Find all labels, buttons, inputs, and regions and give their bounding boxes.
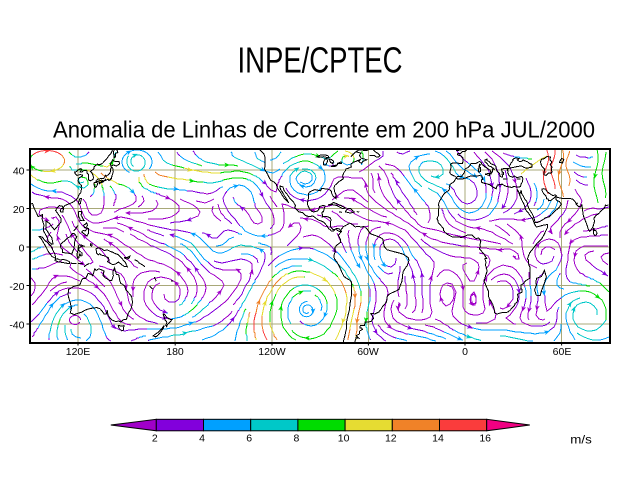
svg-text:0: 0 bbox=[462, 346, 468, 358]
svg-text:2: 2 bbox=[152, 433, 158, 445]
svg-text:120W: 120W bbox=[258, 346, 286, 358]
svg-text:12: 12 bbox=[385, 433, 397, 445]
svg-text:m/s: m/s bbox=[570, 433, 592, 447]
svg-text:40: 40 bbox=[13, 165, 25, 177]
svg-text:-20: -20 bbox=[9, 281, 24, 293]
svg-text:4: 4 bbox=[199, 433, 205, 445]
svg-text:120E: 120E bbox=[66, 346, 91, 358]
svg-text:-40: -40 bbox=[9, 319, 24, 331]
svg-text:Anomalia de Linhas de Corrente: Anomalia de Linhas de Corrente em 200 hP… bbox=[53, 117, 595, 143]
svg-text:0: 0 bbox=[19, 242, 25, 254]
svg-text:180: 180 bbox=[166, 346, 184, 358]
svg-text:20: 20 bbox=[13, 204, 25, 216]
svg-text:10: 10 bbox=[338, 433, 350, 445]
svg-text:INPE/CPTEC: INPE/CPTEC bbox=[238, 40, 403, 81]
svg-text:60W: 60W bbox=[357, 346, 379, 358]
svg-text:16: 16 bbox=[479, 433, 491, 445]
svg-text:14: 14 bbox=[432, 433, 444, 445]
svg-text:6: 6 bbox=[246, 433, 252, 445]
svg-text:60E: 60E bbox=[553, 346, 572, 358]
svg-text:8: 8 bbox=[293, 433, 299, 445]
